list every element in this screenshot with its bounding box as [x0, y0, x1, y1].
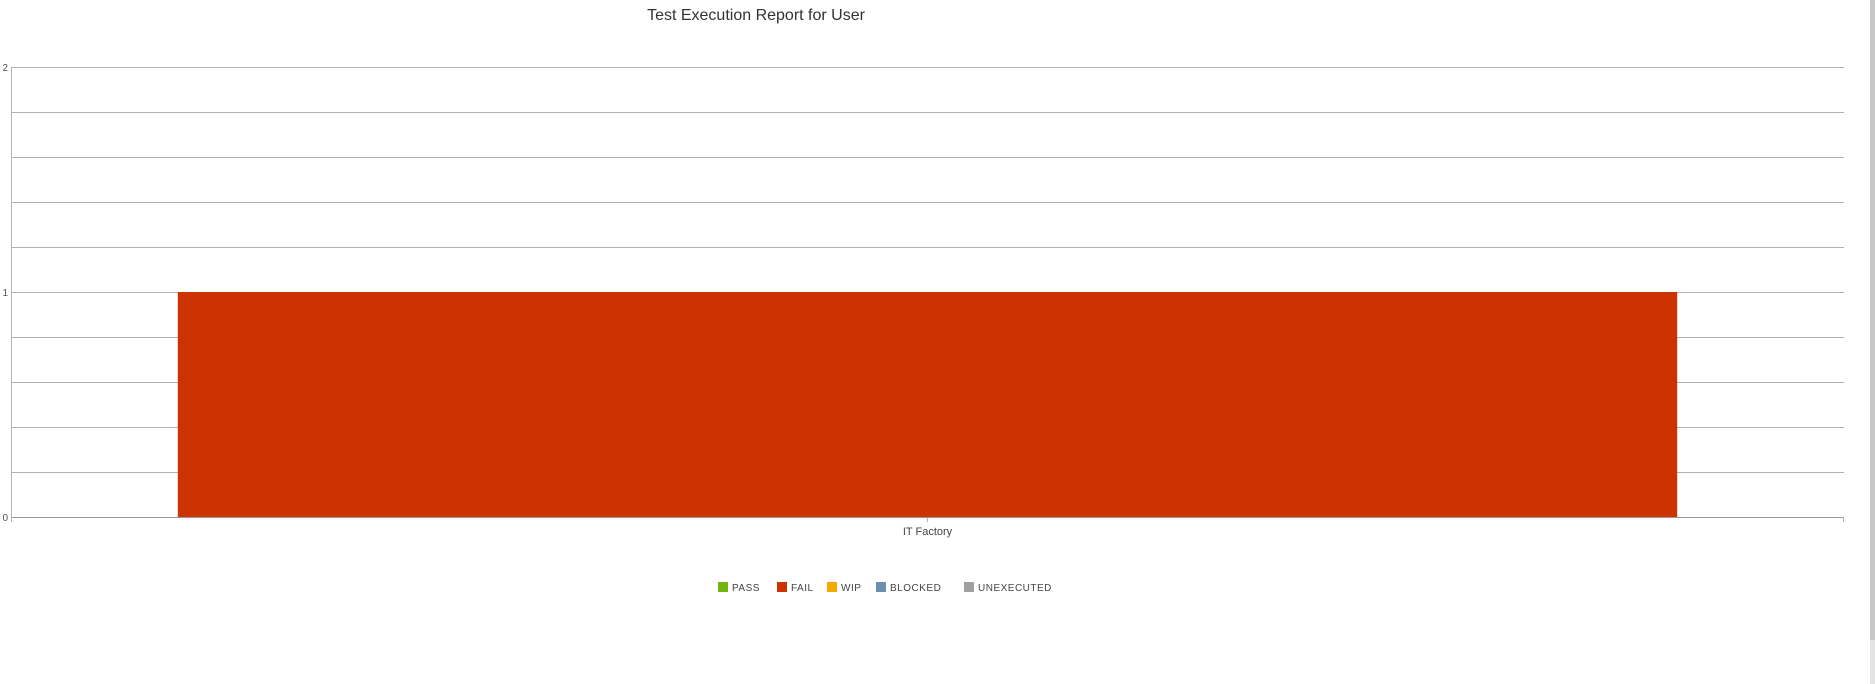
y-axis: 0 1 2 [2, 63, 12, 524]
legend-label: UNEXECUTED [978, 583, 1052, 594]
legend-item-blocked: BLOCKED [876, 582, 941, 594]
y-tick-label: 2 [2, 63, 8, 74]
vertical-scrollbar[interactable] [1870, 0, 1875, 684]
legend-swatch [876, 582, 886, 592]
bar-fail [177, 292, 1678, 517]
legend-swatch [777, 582, 787, 592]
x-tick-label: IT Factory [903, 526, 953, 538]
scrollbar-thumb[interactable] [1870, 0, 1875, 640]
bars [177, 292, 1678, 517]
legend-label: PASS [732, 583, 760, 594]
legend-swatch [718, 582, 728, 592]
legend-item-fail: FAIL [777, 582, 814, 594]
legend-label: BLOCKED [890, 583, 941, 594]
x-axis: IT Factory [11, 517, 1844, 538]
y-tick-label: 1 [2, 288, 8, 299]
y-tick-label: 0 [2, 513, 8, 524]
legend-swatch [827, 582, 837, 592]
legend-label: FAIL [791, 583, 814, 594]
chart-title: Test Execution Report for User [647, 7, 866, 24]
legend-item-pass: PASS [718, 582, 760, 594]
legend: PASS FAIL WIP BLOCKED UNEXECUTED [718, 582, 1052, 594]
legend-label: WIP [841, 583, 861, 594]
legend-swatch [964, 582, 974, 592]
legend-item-wip: WIP [827, 582, 861, 594]
legend-item-unexecuted: UNEXECUTED [964, 582, 1052, 594]
